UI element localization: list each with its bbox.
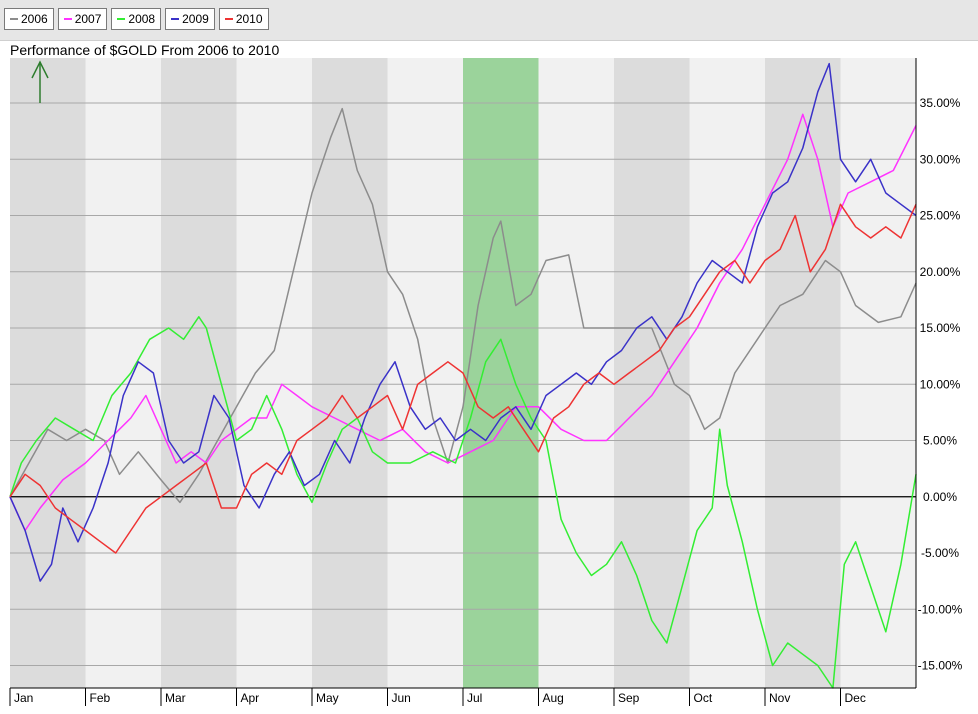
x-tick-label: Apr <box>241 691 260 705</box>
legend-label: 2009 <box>182 12 209 26</box>
month-bands <box>10 58 916 688</box>
x-tick-label: Dec <box>845 691 866 705</box>
y-tick-label: 30.00% <box>920 152 961 166</box>
series-line-2006 <box>9 107 917 504</box>
x-tick-label: Jan <box>14 691 33 705</box>
arrow-head-icon <box>31 60 49 79</box>
y-tick-label: -15.00% <box>918 659 963 673</box>
month-band <box>161 58 237 688</box>
legend-item-2009[interactable]: 2009 <box>165 8 215 30</box>
x-tick-label: Feb <box>90 691 111 705</box>
legend: 2006 2007 2008 2009 2010 <box>4 8 269 30</box>
legend-label: 2007 <box>74 12 102 26</box>
month-band <box>312 58 388 688</box>
month-band <box>387 58 463 688</box>
x-tick-label: May <box>316 691 339 705</box>
y-tick-label: 20.00% <box>920 265 961 279</box>
chart-title: Performance of $GOLD From 2006 to 2010 <box>10 42 280 58</box>
axes: -15.00% -10.00% -5.00% 0.00% 5.00% 10.00% 15.0… <box>9 58 963 706</box>
x-tick-label: Sep <box>618 691 640 705</box>
legend-label: 2006 <box>21 12 48 26</box>
legend-swatch <box>10 18 18 20</box>
series-line-2010 <box>9 203 917 554</box>
y-tick-label: 25.00% <box>920 209 961 223</box>
legend-item-2006[interactable]: 2006 <box>4 8 54 30</box>
legend-swatch <box>117 18 126 20</box>
x-tick-label: Jun <box>392 691 411 705</box>
y-tick-label: 35.00% <box>920 96 961 110</box>
legend-label: 2008 <box>128 12 156 26</box>
month-band <box>614 58 690 688</box>
legend-swatch <box>63 18 72 20</box>
y-tick-label: -10.00% <box>918 602 963 616</box>
highlight-band <box>463 58 539 688</box>
x-tick-label: Aug <box>543 691 564 705</box>
y-tick-label: 5.00% <box>923 434 957 448</box>
legend-bar: 2006 2007 2008 2009 2010 <box>0 0 978 41</box>
legend-label: 2010 <box>235 12 263 26</box>
y-tick-label: 10.00% <box>920 377 961 391</box>
month-band <box>236 58 312 688</box>
legend-item-2007[interactable]: 2007 <box>57 8 108 30</box>
legend-swatch <box>224 18 233 20</box>
month-band <box>765 58 841 688</box>
series-line-2008 <box>9 316 917 689</box>
legend-item-2008[interactable]: 2008 <box>111 8 162 30</box>
x-tick-label: Oct <box>694 691 713 705</box>
y-tick-label: 15.00% <box>920 321 961 335</box>
highlight-band-rect <box>463 58 539 688</box>
y-tick-label: 0.00% <box>923 490 957 504</box>
series-line-2009 <box>9 62 917 582</box>
series-line-2007 <box>9 113 917 532</box>
x-tick-label: Jul <box>467 691 482 705</box>
x-tick-label: Nov <box>769 691 790 705</box>
month-band <box>85 58 161 688</box>
legend-item-2010[interactable]: 2010 <box>218 8 269 30</box>
month-band <box>840 58 916 688</box>
series-lines <box>9 62 917 689</box>
y-tick-label: -5.00% <box>921 546 959 560</box>
month-band <box>10 58 86 688</box>
legend-swatch <box>171 18 180 20</box>
x-tick-label: Mar <box>165 691 186 705</box>
month-band <box>689 58 765 688</box>
